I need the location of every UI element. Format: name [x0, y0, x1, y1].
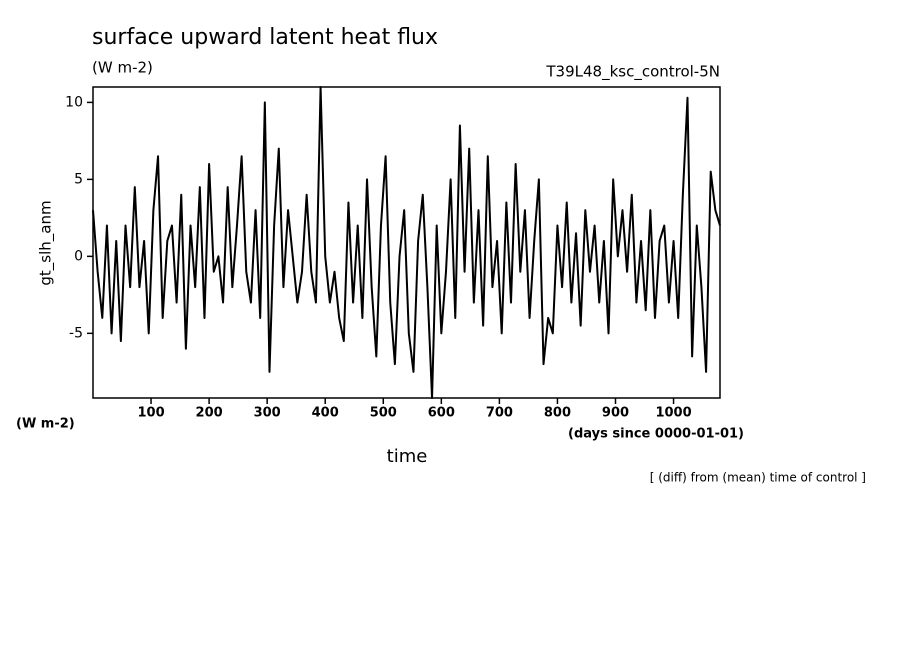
- x-tick-label: 100: [137, 406, 164, 421]
- x-tick-label: 900: [602, 406, 629, 421]
- x-tick-label: 400: [312, 406, 339, 421]
- data-line: [92, 86, 721, 399]
- y-tick-label: 10: [65, 94, 83, 110]
- run-label: T39L48_ksc_control-5N: [545, 63, 720, 82]
- x-tick-label: 600: [428, 406, 455, 421]
- y-axis-label: gt_slh_anm: [37, 200, 56, 285]
- x-tick-label: 200: [196, 406, 223, 421]
- x-tick-label: 1000: [655, 406, 691, 421]
- note: [ (diff) from (mean) time of control ]: [650, 471, 866, 485]
- x-axis-label: time: [387, 446, 428, 467]
- x-tick-label: 800: [544, 406, 571, 421]
- y-unit: (W m-2): [16, 417, 75, 432]
- y-tick-label: 5: [74, 171, 83, 187]
- y-tick-label: 0: [74, 248, 83, 264]
- unit: (W m-2): [92, 59, 153, 77]
- x-tick-label: 500: [370, 406, 397, 421]
- plot-frame: [92, 86, 721, 399]
- x-tick-label: 300: [254, 406, 281, 421]
- x-unit: (days since 0000-01-01): [568, 427, 744, 442]
- x-tick-label: 700: [486, 406, 513, 421]
- chart-title: surface upward latent heat flux: [92, 25, 438, 50]
- y-tick-label: -5: [69, 325, 83, 341]
